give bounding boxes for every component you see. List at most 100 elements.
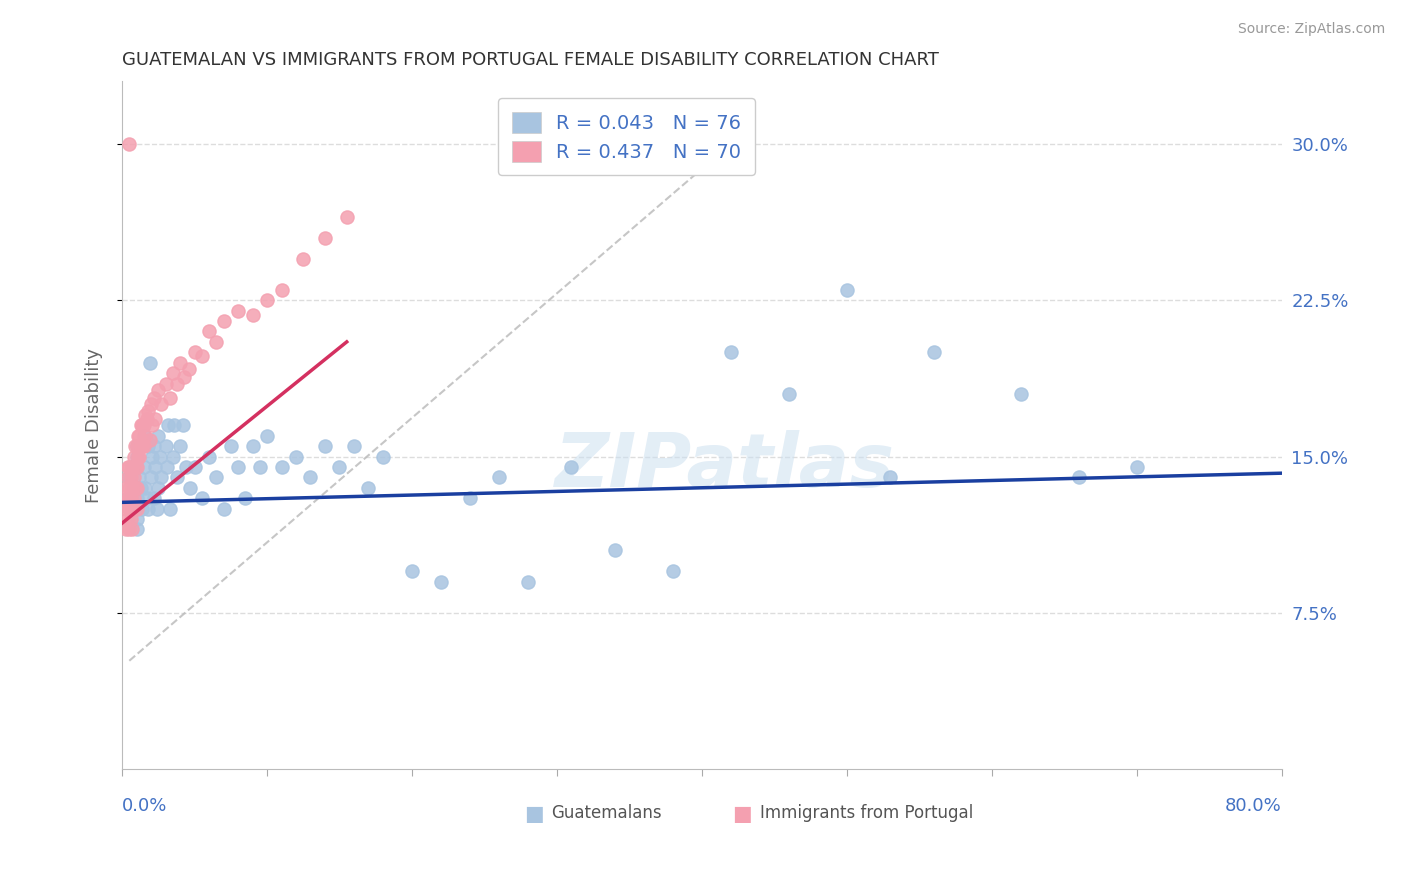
Point: [172, 418, 194, 433]
Point: [183, 345, 205, 359]
Point: [314, 439, 336, 453]
Point: [134, 428, 156, 442]
Point: [132, 418, 155, 433]
Point: [270, 459, 292, 474]
Text: 0.0%: 0.0%: [122, 797, 167, 814]
Text: ZIPatlas: ZIPatlas: [555, 430, 896, 503]
Point: [560, 459, 582, 474]
Point: [129, 418, 152, 433]
Point: [115, 481, 138, 495]
Point: [156, 459, 179, 474]
Point: [124, 501, 146, 516]
Point: [292, 252, 315, 266]
Point: [173, 370, 195, 384]
Point: [146, 501, 169, 516]
Point: [127, 450, 149, 464]
Point: [162, 450, 184, 464]
Point: [1067, 470, 1090, 484]
Point: [169, 439, 191, 453]
Point: [125, 481, 148, 495]
Point: [159, 391, 181, 405]
Point: [135, 412, 157, 426]
Point: [458, 491, 481, 506]
Point: [1126, 459, 1149, 474]
Text: Source: ZipAtlas.com: Source: ZipAtlas.com: [1237, 22, 1385, 37]
Point: [128, 470, 150, 484]
Point: [118, 481, 141, 495]
Text: Guatemalans: Guatemalans: [551, 804, 662, 822]
Point: [125, 450, 148, 464]
Point: [122, 470, 145, 484]
Point: [125, 523, 148, 537]
Point: [336, 210, 359, 224]
Point: [117, 470, 139, 484]
Point: [121, 481, 143, 495]
Point: [135, 491, 157, 506]
Point: [134, 481, 156, 495]
Point: [120, 512, 142, 526]
Point: [121, 459, 143, 474]
Point: [205, 470, 228, 484]
Point: [132, 459, 155, 474]
Point: [148, 481, 170, 495]
Point: [129, 481, 152, 495]
Text: ■: ■: [524, 804, 544, 823]
Point: [603, 543, 626, 558]
Point: [299, 470, 322, 484]
Point: [145, 412, 167, 426]
Point: [226, 459, 249, 474]
Point: [343, 439, 366, 453]
Point: [121, 459, 143, 474]
Point: [145, 459, 167, 474]
Point: [256, 428, 278, 442]
Point: [121, 523, 143, 537]
Point: [169, 356, 191, 370]
Point: [1010, 387, 1032, 401]
Point: [122, 450, 145, 464]
Y-axis label: Female Disability: Female Disability: [86, 348, 103, 503]
Point: [249, 459, 271, 474]
Point: [177, 362, 200, 376]
Point: [159, 501, 181, 516]
Point: [430, 574, 453, 589]
Point: [122, 491, 145, 506]
Legend: R = 0.043   N = 76, R = 0.437   N = 70: R = 0.043 N = 76, R = 0.437 N = 70: [498, 98, 755, 176]
Point: [118, 470, 141, 484]
Text: ■: ■: [733, 804, 752, 823]
Point: [371, 450, 394, 464]
Point: [136, 403, 159, 417]
Point: [141, 418, 163, 433]
Point: [134, 408, 156, 422]
Point: [150, 397, 173, 411]
Point: [198, 325, 221, 339]
Point: [212, 314, 235, 328]
Point: [132, 439, 155, 453]
Point: [516, 574, 538, 589]
Point: [314, 230, 336, 244]
Point: [128, 450, 150, 464]
Point: [662, 564, 685, 578]
Point: [166, 470, 188, 484]
Point: [835, 283, 858, 297]
Point: [132, 428, 155, 442]
Point: [142, 491, 165, 506]
Point: [149, 450, 172, 464]
Point: [136, 501, 159, 516]
Point: [139, 470, 162, 484]
Point: [115, 501, 138, 516]
Point: [285, 450, 308, 464]
Point: [219, 439, 242, 453]
Point: [125, 459, 148, 474]
Point: [120, 491, 142, 506]
Point: [124, 459, 146, 474]
Point: [157, 418, 180, 433]
Point: [205, 334, 228, 349]
Point: [242, 308, 264, 322]
Point: [357, 481, 380, 495]
Point: [242, 439, 264, 453]
Point: [488, 470, 510, 484]
Point: [125, 491, 148, 506]
Point: [138, 433, 160, 447]
Point: [142, 439, 165, 453]
Point: [117, 459, 139, 474]
